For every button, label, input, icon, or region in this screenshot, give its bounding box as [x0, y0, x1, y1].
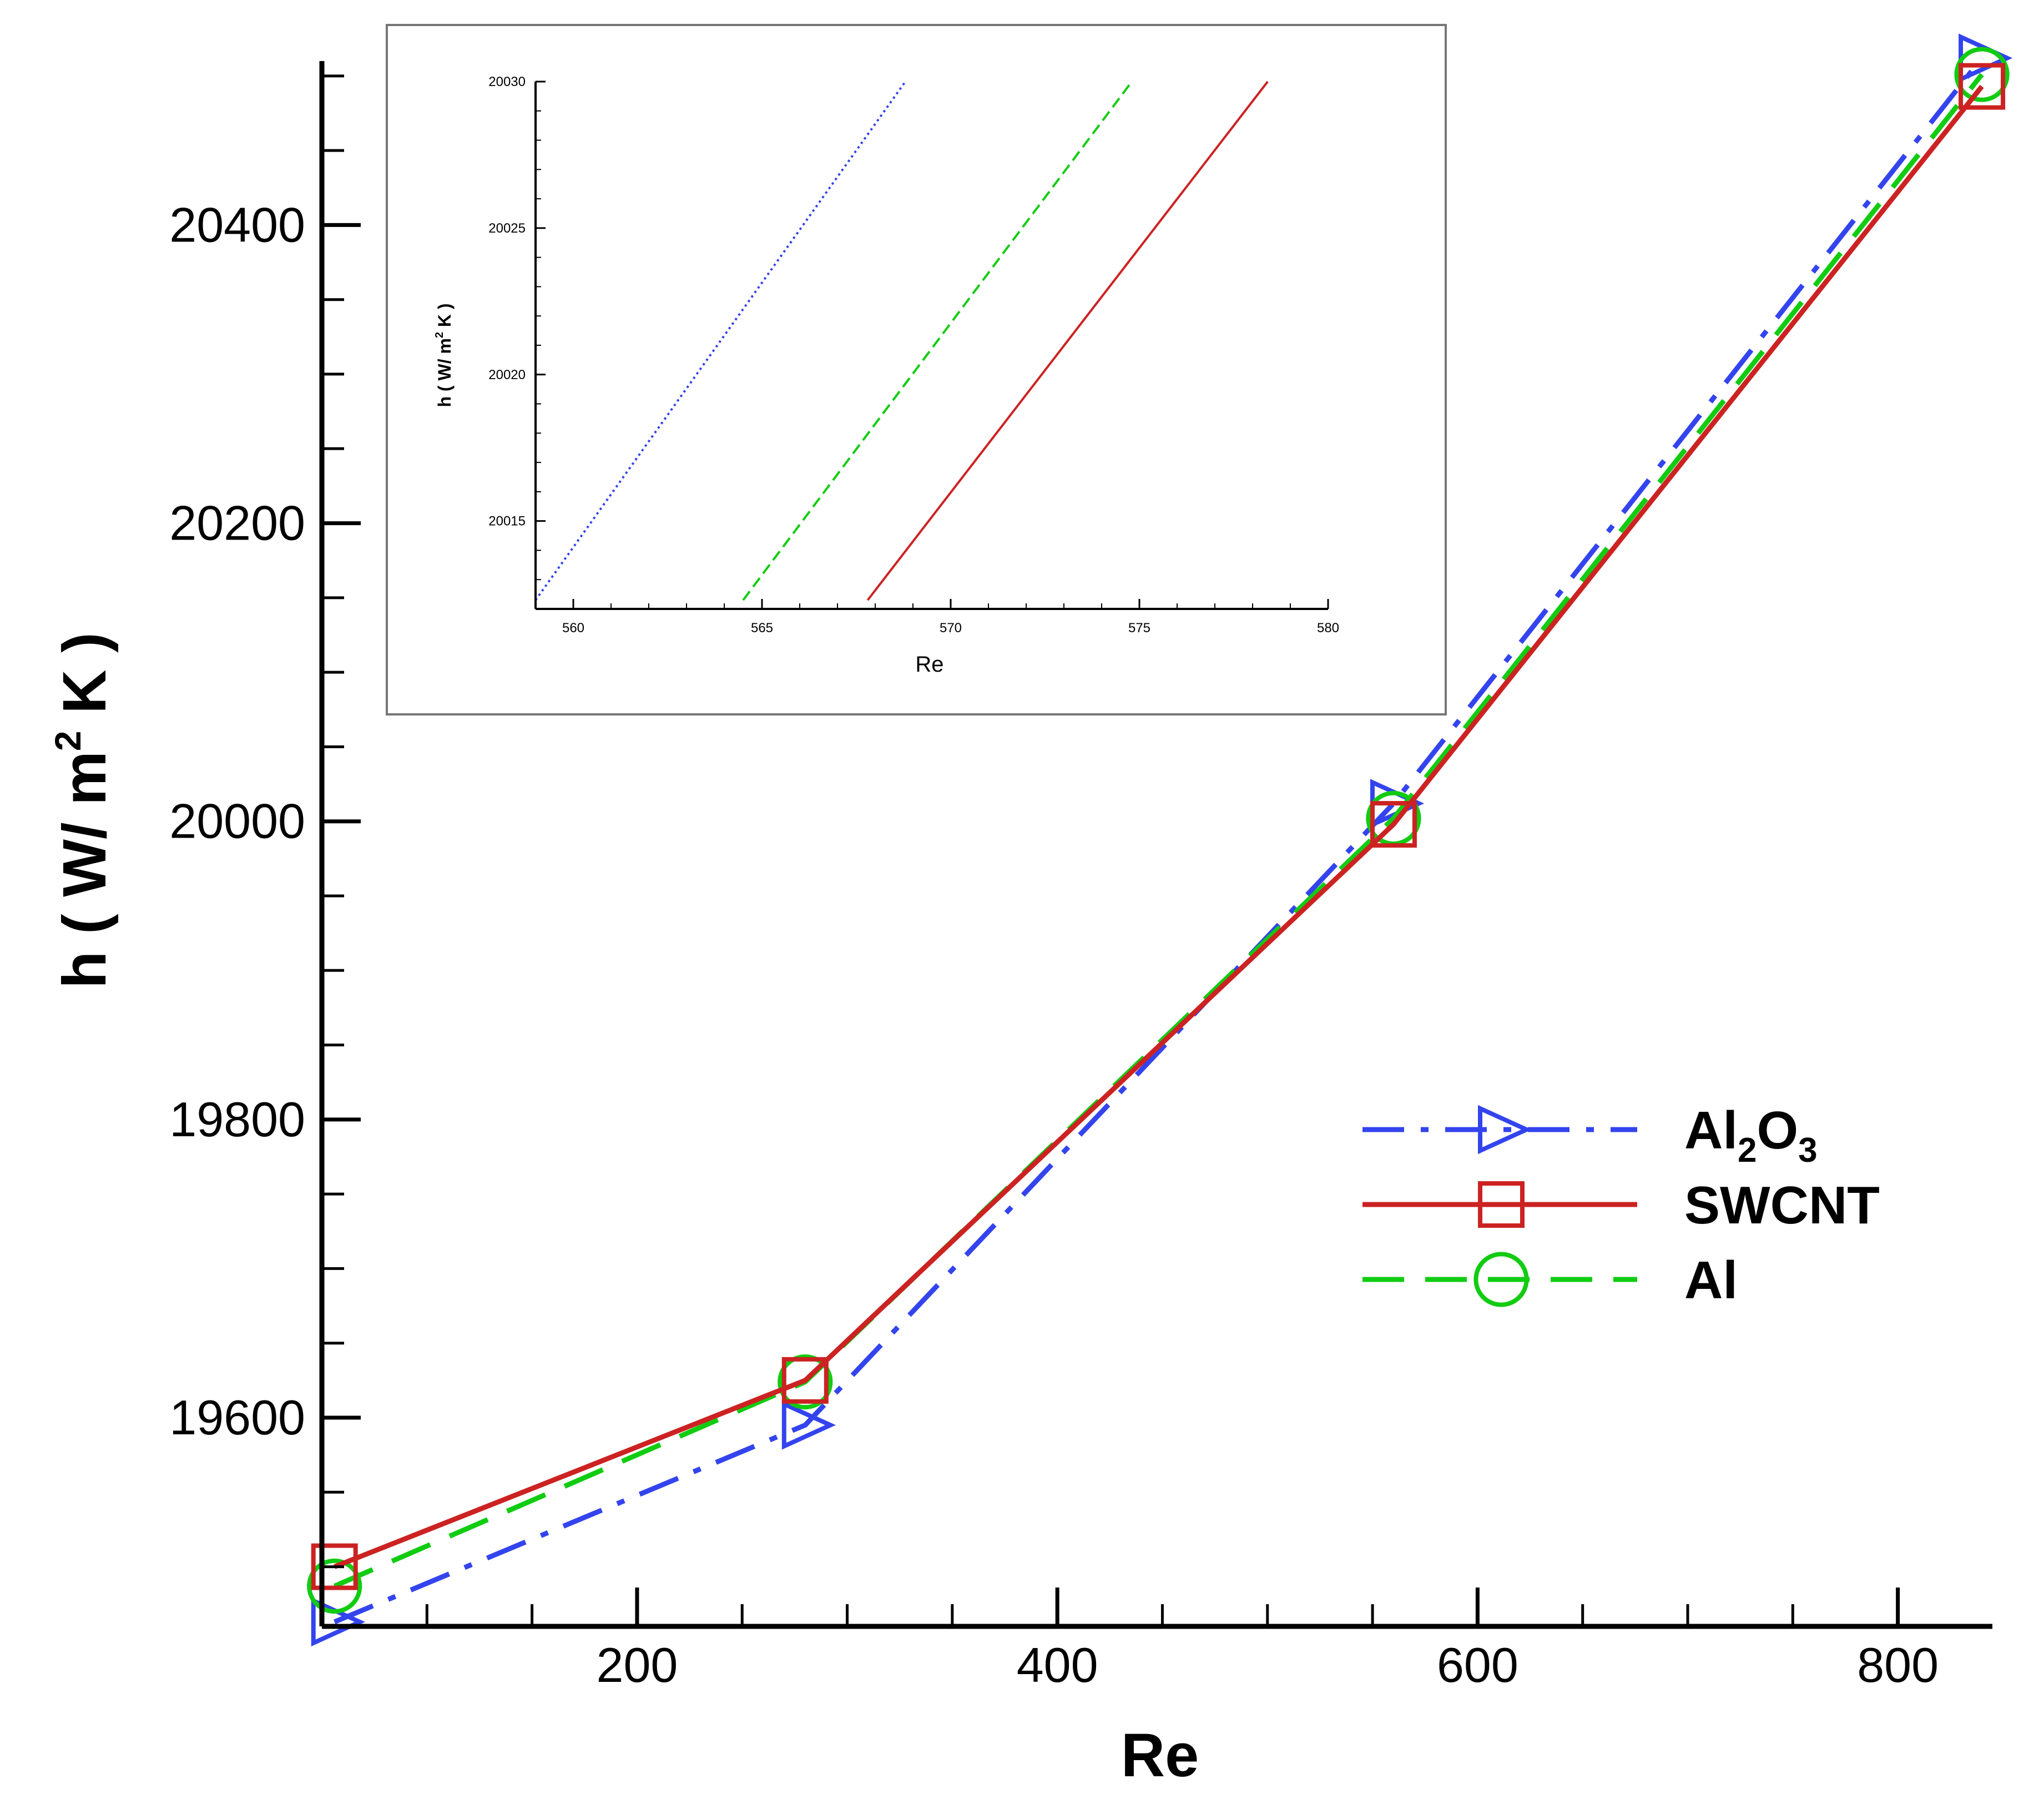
inset-y-axis-title-pre: h ( W/ m [435, 338, 455, 407]
inset-series-line-swcnt [866, 80, 1269, 601]
svg-text:h ( W/ m2 K ): h ( W/ m2 K ) [433, 303, 455, 407]
inset-series-line-al [742, 80, 1133, 601]
inset-x-tick-label: 580 [1317, 621, 1339, 636]
y-axis-title-post: K ) [51, 632, 119, 730]
inset-y-axis-title: h ( W/ m2 K ) [433, 303, 455, 407]
inset-x-tick-label: 560 [562, 621, 584, 636]
inset-y-tick-label: 20030 [488, 74, 526, 89]
y-axis-title-pre: h ( W/ m [51, 751, 119, 989]
inset-y-axis-title-sup: 2 [433, 332, 446, 338]
data-point-swcnt [1959, 63, 2006, 110]
data-point-swcnt [781, 1357, 829, 1404]
main-series-layer [307, 33, 2013, 1647]
svg-text:h ( W/ m2 K ): h ( W/ m2 K ) [47, 632, 119, 989]
series-line-al [333, 73, 1984, 1589]
inset-x-axis-title: Re [915, 652, 943, 677]
legend-label: Al2O3 [1684, 1101, 1818, 1170]
y-axis-title: h ( W/ m2 K ) [47, 632, 119, 989]
legend-swatch-marker [1478, 1105, 1532, 1155]
inset-y-tick-label: 20025 [488, 221, 526, 236]
data-point-al [778, 1354, 833, 1410]
inset-x-tick-label: 570 [940, 621, 962, 636]
y-tick-label: 19600 [169, 1390, 305, 1445]
legend-entry-swcnt: SWCNT [1362, 1176, 1880, 1235]
series-line-al2o3 [333, 56, 1984, 1625]
x-tick-label: 200 [597, 1637, 678, 1692]
data-point-al [1954, 47, 2010, 102]
y-tick-label: 19800 [169, 1092, 305, 1147]
x-axis-title: Re [1121, 1721, 1199, 1790]
inset-zoom-panel: 560 565 570 575 580 20015 20020 20025 20030 Re h… [386, 24, 1447, 715]
x-tick-label: 400 [1017, 1637, 1098, 1692]
data-point-swcnt [1370, 801, 1417, 848]
y-tick-label: 20000 [169, 794, 305, 849]
inset-x-tick-label: 565 [751, 621, 773, 636]
data-point-swcnt [311, 1543, 358, 1590]
inset-x-tick-label: 575 [1128, 621, 1150, 636]
inset-y-axis-title-post: K ) [435, 303, 455, 332]
legend-swatch-marker [1478, 1181, 1525, 1228]
y-tick-label: 20400 [169, 197, 305, 252]
y-axis-title-sup: 2 [47, 730, 88, 751]
y-tick-label: 20200 [169, 496, 305, 551]
legend-swatch-marker [1473, 1252, 1529, 1307]
inset-y-tick-label: 20020 [488, 367, 526, 382]
series-swcnt [311, 63, 2006, 1590]
inset-y-tick-label: 20015 [488, 514, 526, 529]
legend-entry-al: Al [1362, 1251, 1738, 1310]
legend-label: Al [1684, 1251, 1738, 1310]
x-tick-label: 600 [1437, 1637, 1518, 1692]
x-tick-label: 800 [1857, 1637, 1939, 1692]
inset-axes: 560 565 570 575 580 20015 20020 20025 20030 [488, 74, 1339, 636]
legend-label: SWCNT [1684, 1176, 1880, 1235]
series-line-swcnt [334, 84, 1984, 1569]
data-point-al [307, 1558, 362, 1614]
inset-series-layer [534, 80, 1269, 601]
inset-series-line-al2o3 [534, 80, 907, 601]
data-point-al2o3 [781, 1400, 836, 1450]
legend: Al2O3 SWCNT Al [1362, 1101, 1880, 1310]
legend-entry-al2o3: Al2O3 [1362, 1101, 1818, 1170]
main-axes: 200 400 600 800 19600 19800 20000 20200 20400 [169, 61, 1992, 1692]
